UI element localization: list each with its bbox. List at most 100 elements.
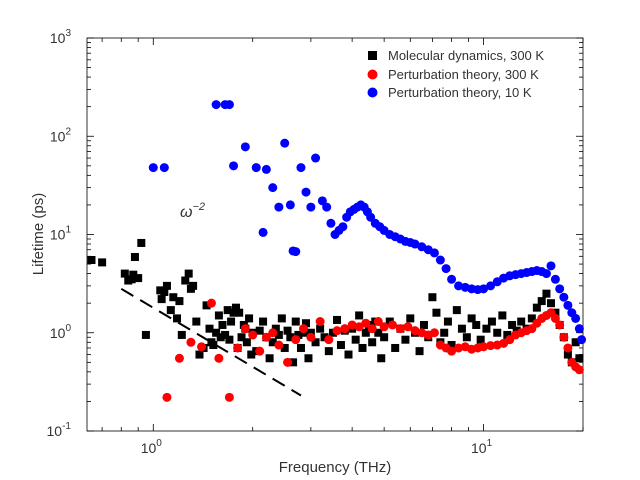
- md-point: [457, 324, 466, 333]
- md-point: [259, 317, 268, 326]
- pt300-point: [410, 326, 420, 336]
- pt10-point: [224, 100, 234, 110]
- pt300-point: [361, 318, 371, 328]
- y-tick-label: 102: [50, 126, 72, 144]
- md-point: [452, 306, 461, 315]
- md-point: [377, 354, 386, 363]
- md-point: [280, 343, 289, 352]
- pt300-point: [186, 337, 196, 347]
- pt300-point: [447, 346, 457, 356]
- md-point: [268, 338, 277, 347]
- pt300-point: [354, 322, 364, 332]
- md-point: [129, 270, 138, 279]
- md-point: [227, 317, 236, 326]
- md-point: [221, 330, 230, 339]
- y-tick-label: 10-1: [47, 421, 72, 439]
- pt300-point: [174, 353, 184, 363]
- pt300-point: [429, 328, 439, 338]
- pt300-point: [454, 343, 464, 353]
- pt10-point: [322, 202, 332, 212]
- md-point: [537, 297, 546, 306]
- pt10-point: [251, 163, 261, 173]
- pt10-point: [479, 284, 489, 294]
- md-point: [498, 311, 507, 320]
- legend-label-md: Molecular dynamics, 300 K: [388, 48, 544, 63]
- pt300-point: [274, 340, 284, 350]
- md-point: [237, 333, 246, 342]
- md-point: [355, 311, 364, 320]
- md-point: [214, 311, 223, 320]
- axis-ticks: [87, 37, 584, 432]
- pt300-point: [255, 346, 265, 356]
- legend-label-pt300: Perturbation theory, 300 K: [388, 67, 539, 82]
- md-point: [225, 335, 234, 344]
- legend-marker-pt10: [367, 87, 378, 98]
- pt300-point: [324, 335, 334, 345]
- md-point: [401, 335, 410, 344]
- md-point: [575, 354, 584, 363]
- md-point: [462, 333, 471, 342]
- md-point: [242, 338, 251, 347]
- md-point: [271, 324, 280, 333]
- md-point: [98, 258, 107, 267]
- md-point: [333, 315, 342, 324]
- md-point: [374, 328, 383, 337]
- md-point: [162, 281, 171, 290]
- pt10-point: [574, 324, 584, 334]
- pt300-point: [268, 328, 278, 338]
- md-point: [184, 269, 193, 278]
- md-point: [127, 275, 136, 284]
- pt10-point: [211, 100, 221, 110]
- pt10-point: [577, 335, 587, 345]
- pt300-point: [248, 330, 258, 340]
- md-point: [336, 341, 345, 350]
- md-point: [218, 320, 227, 329]
- md-point: [247, 350, 256, 359]
- md-point: [361, 328, 370, 337]
- tick-labels: 100 101 10-1 100 101 102 103: [47, 28, 493, 456]
- legend-marker-md: [368, 51, 377, 60]
- md-point: [195, 350, 204, 359]
- pt10-point: [258, 227, 268, 237]
- md-point: [320, 333, 329, 342]
- pt10-point: [148, 163, 158, 173]
- x-tick-label: 101: [471, 438, 493, 456]
- md-point: [134, 274, 143, 283]
- md-point: [223, 306, 232, 315]
- md-point: [419, 320, 428, 329]
- pt300-point: [403, 322, 413, 332]
- md-point: [304, 354, 313, 363]
- pt300-point: [306, 332, 316, 342]
- pt10-point: [541, 269, 551, 279]
- pt10-point: [311, 153, 321, 163]
- md-point: [177, 330, 186, 339]
- md-point: [406, 314, 415, 323]
- legend: Molecular dynamics, 300 K Perturbation t…: [367, 48, 544, 100]
- pt10-point: [366, 212, 376, 222]
- pt300-point: [233, 343, 243, 353]
- md-point: [291, 317, 300, 326]
- x-axis-label: Frequency (THz): [279, 459, 392, 476]
- y-tick-label: 100: [50, 323, 72, 341]
- pt300-point: [283, 357, 293, 367]
- md-point: [432, 308, 441, 317]
- pt300-point: [550, 313, 560, 323]
- pt300-point: [347, 320, 357, 330]
- md-point: [265, 354, 274, 363]
- md-point: [173, 314, 182, 323]
- pt300-point: [197, 342, 207, 352]
- md-point: [231, 303, 240, 312]
- md-point: [235, 308, 244, 317]
- md-point: [503, 330, 512, 339]
- pt300-point: [261, 332, 271, 342]
- omega-minus-two-guide-line: [120, 287, 302, 397]
- md-point: [517, 317, 526, 326]
- pt300-point: [291, 335, 301, 345]
- pt10-point: [338, 222, 348, 232]
- pt10-point: [268, 183, 278, 193]
- x-tick-label: 100: [141, 438, 163, 456]
- md-point: [289, 358, 298, 367]
- md-point: [324, 347, 333, 356]
- pt300-point: [388, 320, 398, 330]
